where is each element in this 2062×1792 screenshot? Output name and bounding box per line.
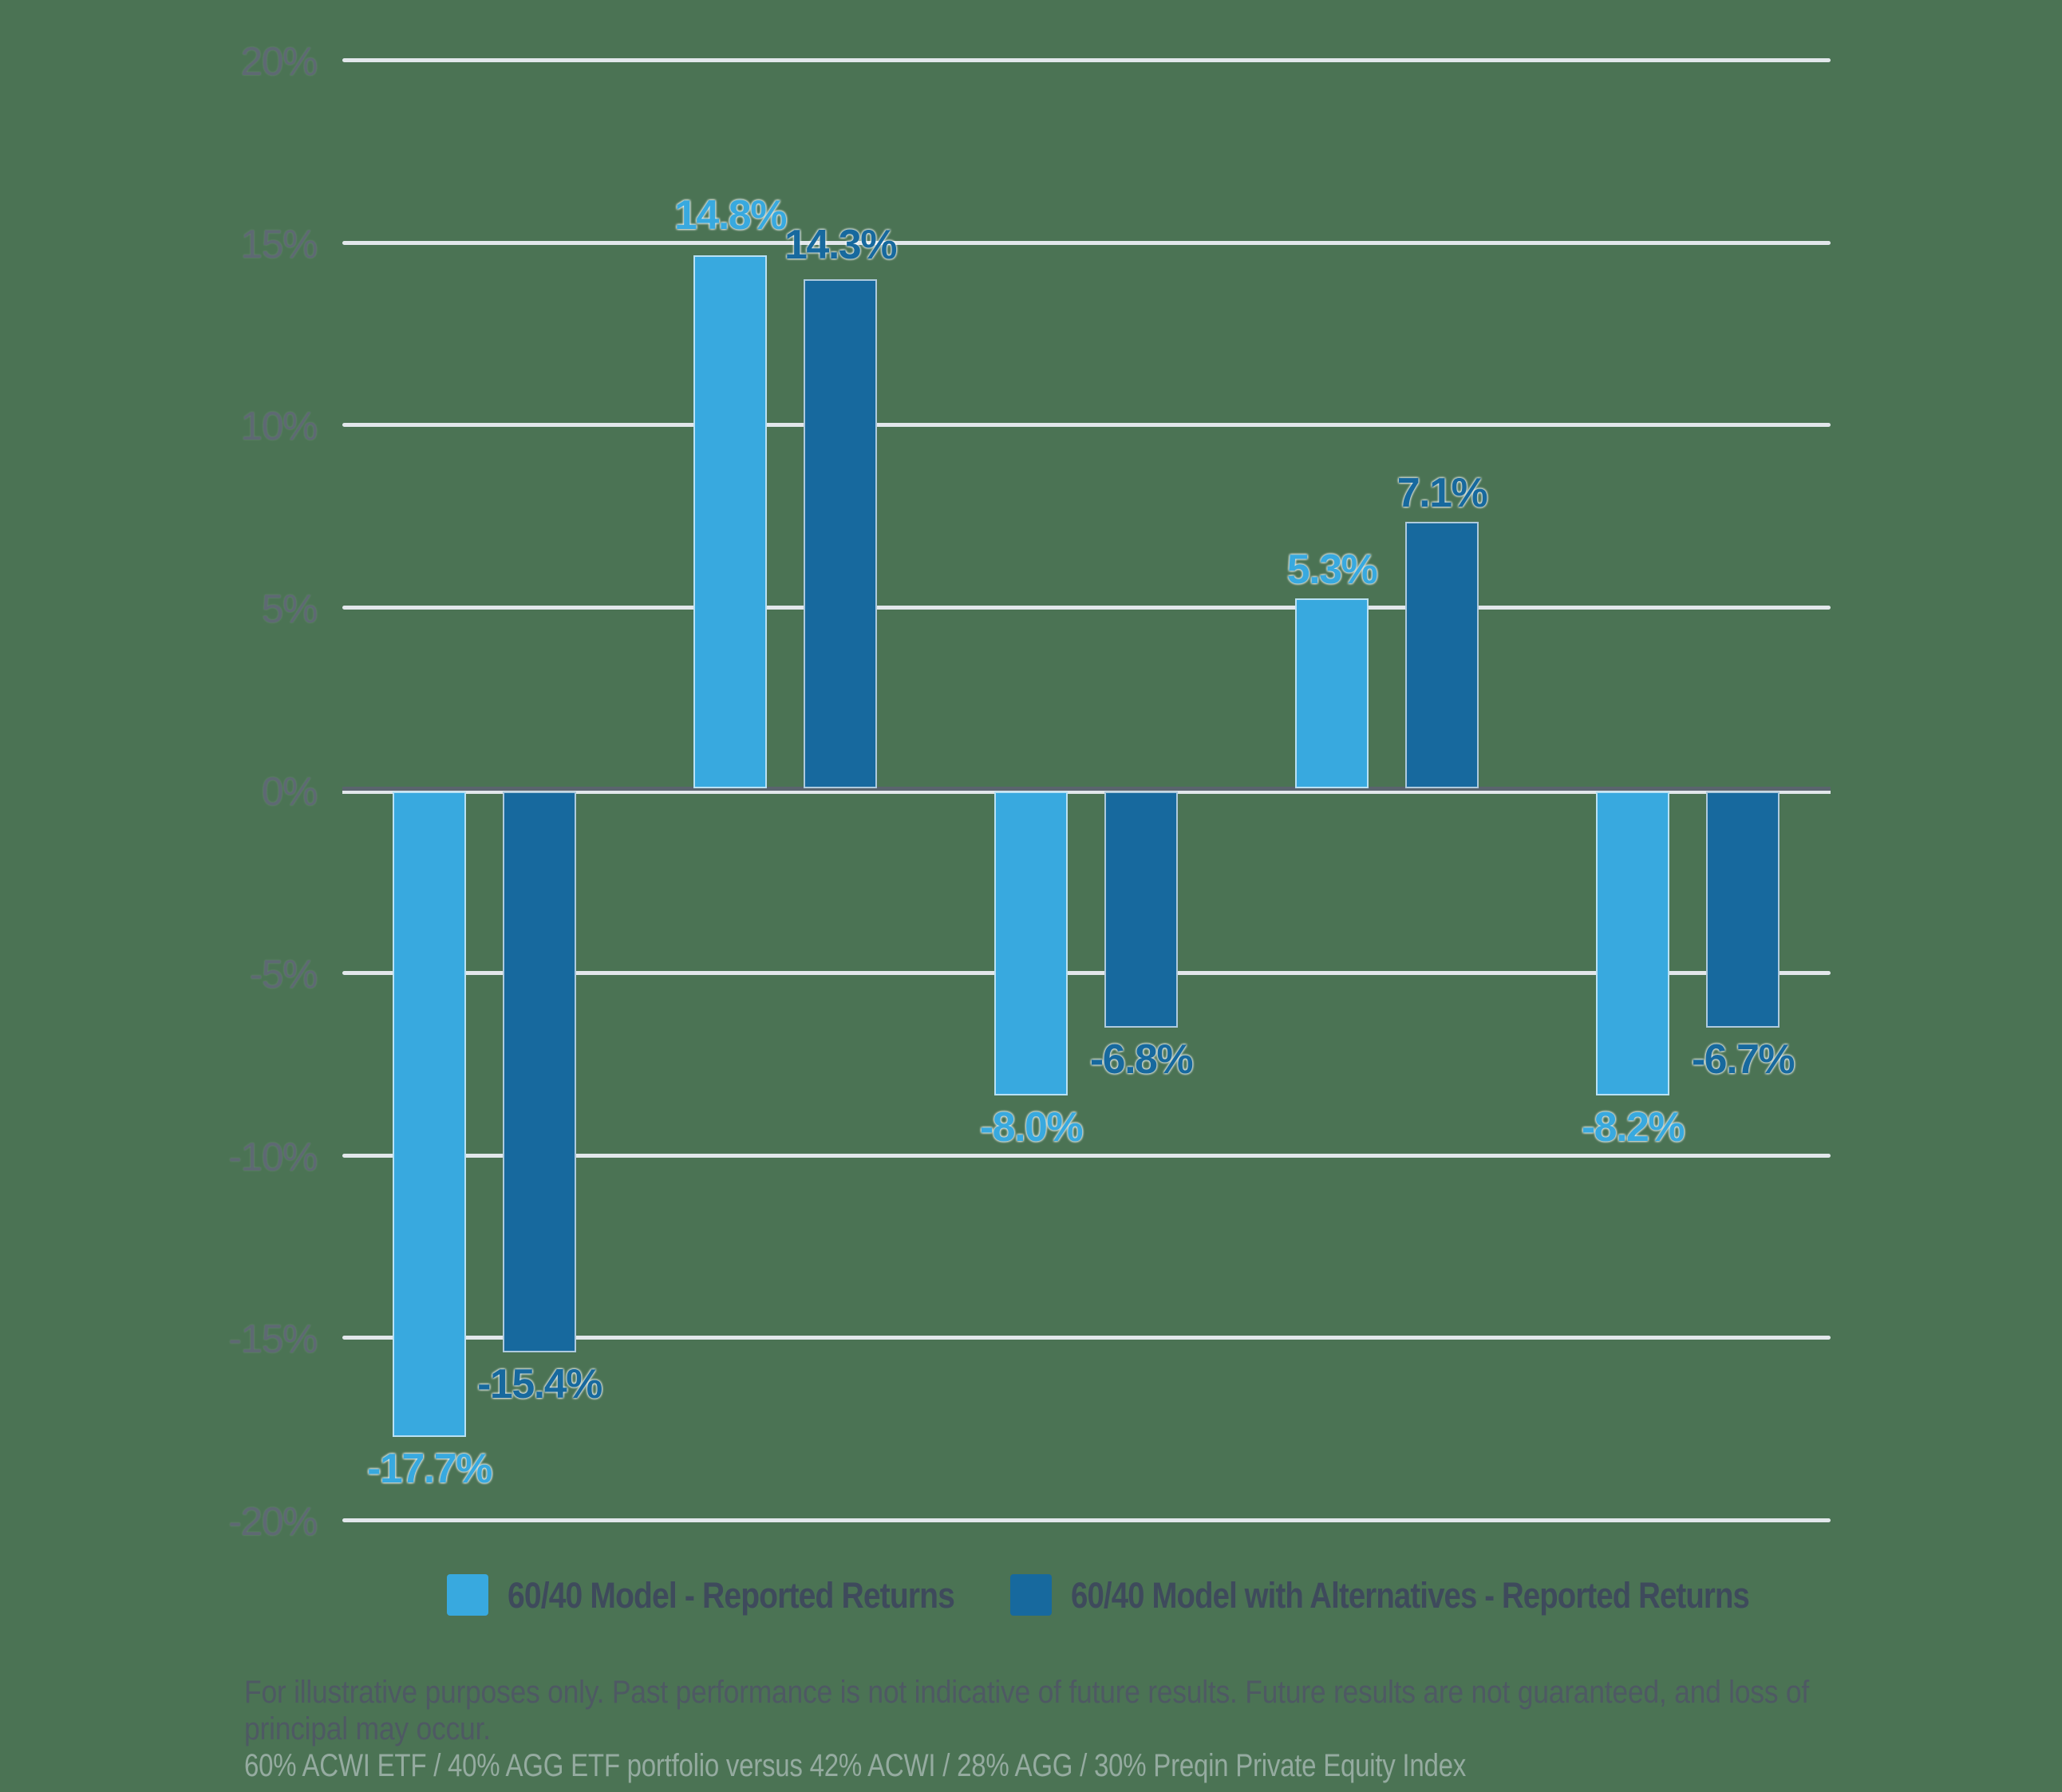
legend-item-1: 60/40 Model - Reported Returns [447, 1574, 1022, 1616]
bar-series2-group4 [1405, 522, 1479, 788]
legend-item-2: 60/40 Model with Alternatives - Reported… [1010, 1574, 1867, 1616]
chart-footnote: For illustrative purposes only. Past per… [244, 1674, 1848, 1784]
footnote-line-1: For illustrative purposes only. Past per… [244, 1675, 1809, 1710]
bar-value-label-series1-group5: -8.2% [1581, 1104, 1685, 1151]
bar-series2-group1 [503, 791, 576, 1352]
gridline--15% [342, 1336, 1831, 1340]
bar-series1-group1 [393, 791, 466, 1437]
gridline--20% [342, 1518, 1831, 1523]
gridline-5% [342, 606, 1831, 610]
y-axis-label-15%: 15% [240, 221, 318, 266]
bar-value-label-series2-group2: 14.3% [784, 222, 897, 268]
bar-series2-group2 [804, 279, 877, 788]
y-axis-label--15%: -15% [228, 1316, 318, 1362]
y-axis-label-20%: 20% [240, 38, 318, 84]
legend-label-1: 60/40 Model - Reported Returns [508, 1574, 955, 1616]
bar-series2-group3 [1104, 791, 1178, 1028]
bar-series2-group5 [1706, 791, 1780, 1028]
legend-label-2: 60/40 Model with Alternatives - Reported… [1071, 1574, 1750, 1616]
y-axis-label--20%: -20% [228, 1499, 318, 1545]
bar-value-label-series2-group1: -15.4% [477, 1361, 602, 1407]
y-axis-label-5%: 5% [261, 586, 318, 632]
bar-series1-group3 [994, 791, 1068, 1095]
bar-series1-group5 [1596, 791, 1669, 1095]
bar-value-label-series2-group5: -6.7% [1691, 1036, 1795, 1083]
bar-series1-group4 [1295, 598, 1369, 788]
bar-value-label-series1-group3: -8.0% [979, 1104, 1084, 1151]
zero-axis-line-highlight [342, 791, 1831, 794]
gridline-15% [342, 240, 1831, 245]
y-axis-label--5%: -5% [249, 951, 318, 997]
bar-value-label-series2-group3: -6.8% [1089, 1036, 1194, 1083]
y-axis-label-0%: 0% [261, 769, 318, 814]
bar-value-label-series1-group1: -17.7% [367, 1446, 492, 1492]
legend-swatch-2 [1010, 1574, 1052, 1616]
gridline--5% [342, 970, 1831, 975]
gridline-10% [342, 423, 1831, 428]
bar-value-label-series1-group4: 5.3% [1286, 547, 1378, 593]
bar-value-label-series2-group4: 7.1% [1396, 470, 1488, 516]
y-axis-label--10%: -10% [228, 1134, 318, 1179]
gridline--10% [342, 1153, 1831, 1158]
legend-swatch-1 [447, 1574, 488, 1616]
gridline-20% [342, 57, 1831, 62]
zero-axis-line [342, 787, 1831, 791]
footnote-line-2: principal may occur. [244, 1711, 491, 1747]
bar-value-label-series1-group2: 14.8% [674, 192, 787, 239]
y-axis-label-10%: 10% [240, 404, 318, 449]
footnote-source-line: 60% ACWI ETF / 40% AGG ETF portfolio ver… [244, 1748, 1466, 1783]
bar-series1-group2 [693, 255, 767, 788]
